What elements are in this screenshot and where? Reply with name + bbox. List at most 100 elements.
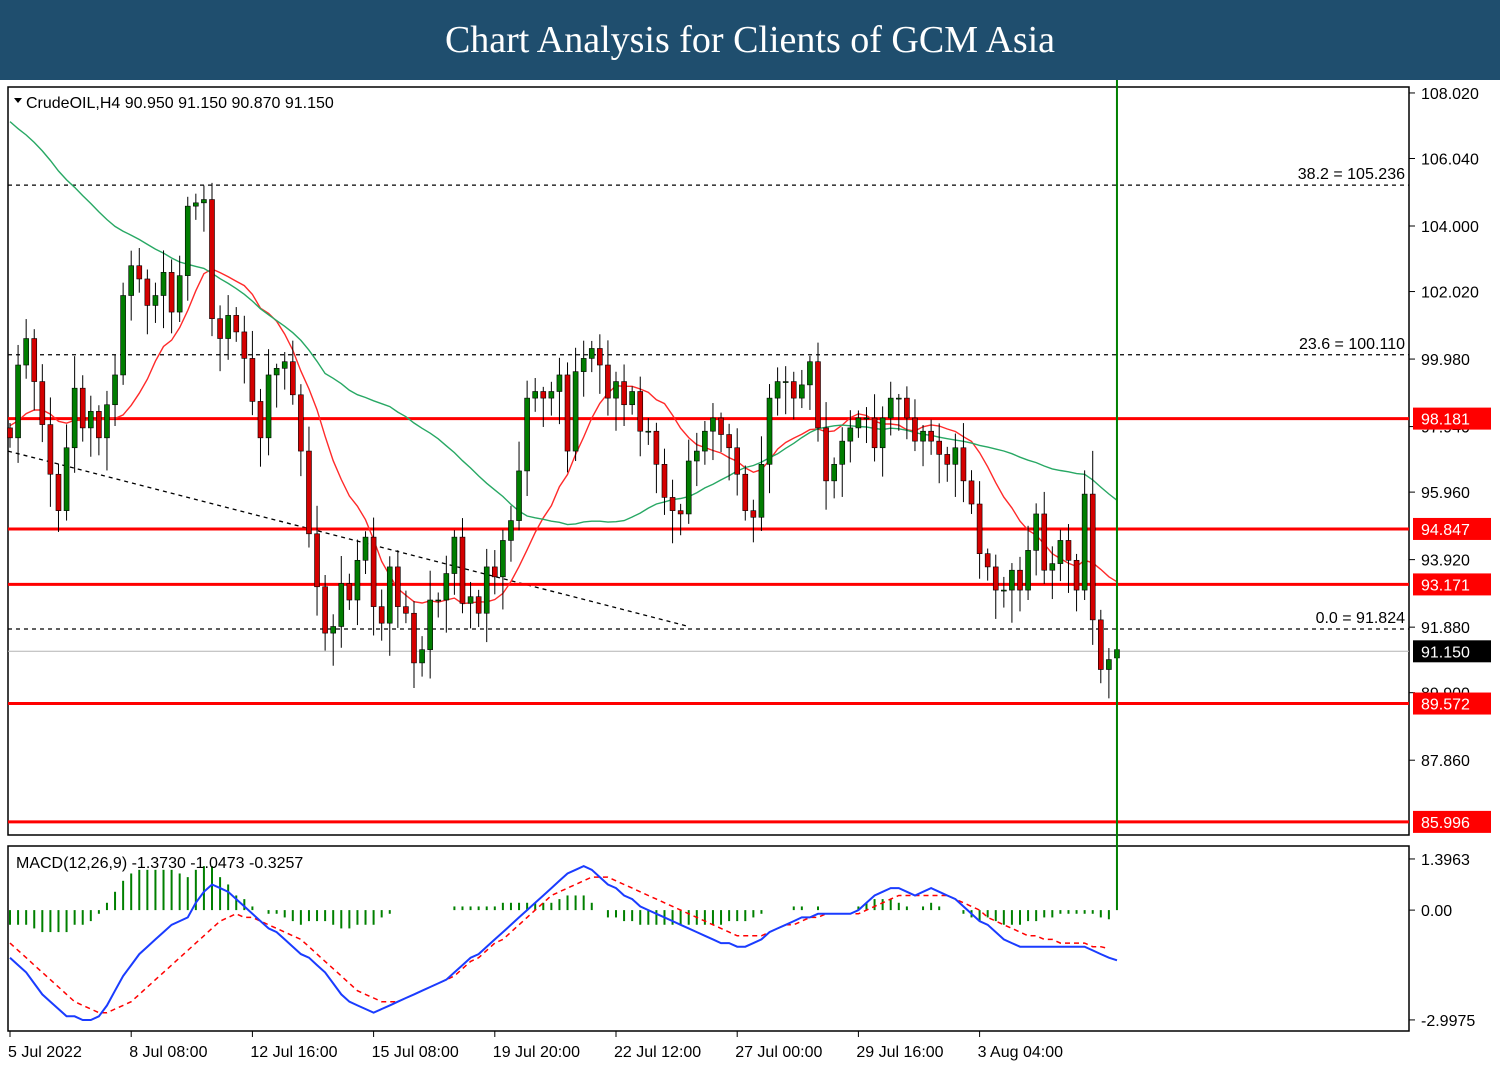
candle-down xyxy=(928,430,934,442)
candle-up xyxy=(201,199,207,204)
candle-up xyxy=(500,540,506,578)
price-axis-label: 104.000 xyxy=(1421,219,1479,236)
macd-panel xyxy=(7,845,1410,1032)
candle-up xyxy=(281,361,288,369)
candle-up xyxy=(629,391,635,406)
candle-down xyxy=(960,447,967,482)
candle-down xyxy=(1017,569,1023,591)
symbol-dropdown-icon[interactable] xyxy=(14,98,22,103)
candle-up xyxy=(710,417,716,432)
candle-down xyxy=(871,417,878,449)
candle-up xyxy=(580,358,587,372)
candle-down xyxy=(306,450,312,535)
candle-down xyxy=(298,394,304,452)
candle-up xyxy=(193,202,199,207)
current-price-label: 91.150 xyxy=(1421,644,1470,661)
candle-down xyxy=(79,387,86,429)
candle-down xyxy=(677,510,684,515)
candle-up xyxy=(572,371,579,452)
candle-up xyxy=(386,566,393,624)
time-axis-label: 3 Aug 04:00 xyxy=(978,1044,1064,1061)
time-axis-label: 19 Jul 20:00 xyxy=(493,1044,580,1061)
level-label: 94.847 xyxy=(1421,522,1470,539)
candle-down xyxy=(936,440,943,455)
candle-down xyxy=(653,430,660,465)
candle-down xyxy=(47,424,54,475)
candle-down xyxy=(96,411,102,439)
time-axis-label: 27 Jul 00:00 xyxy=(735,1044,822,1061)
level-label: 85.996 xyxy=(1421,815,1470,832)
level-label: 89.572 xyxy=(1421,697,1470,714)
price-axis-label: 108.020 xyxy=(1421,86,1479,103)
candle-up xyxy=(63,447,70,511)
price-axis-label: 93.920 xyxy=(1421,553,1470,570)
candle-down xyxy=(742,473,749,511)
candle-up xyxy=(435,599,442,602)
candle-up xyxy=(120,295,126,376)
candle-down xyxy=(475,596,482,614)
candle-up xyxy=(15,364,21,439)
candle-up xyxy=(330,626,337,634)
level-label-box xyxy=(1413,692,1491,715)
candle-down xyxy=(314,533,320,588)
candle-down xyxy=(968,480,975,505)
candle-up xyxy=(831,464,837,482)
candle-up xyxy=(1025,550,1031,591)
candle-up xyxy=(693,450,700,462)
candle-up xyxy=(895,397,902,400)
candle-up xyxy=(225,315,231,339)
candle-down xyxy=(378,606,385,624)
candle-down xyxy=(718,417,724,435)
candle-up xyxy=(807,361,813,386)
candle-down xyxy=(289,361,296,396)
level-label-box xyxy=(1413,517,1491,540)
candle-up xyxy=(443,573,450,601)
candle-down xyxy=(912,417,918,442)
candle-up xyxy=(451,536,458,574)
candle-up xyxy=(887,397,894,419)
level-label: 98.181 xyxy=(1421,412,1470,429)
current-price-box xyxy=(1413,640,1491,663)
candle-up xyxy=(1081,493,1088,591)
candle-up xyxy=(362,536,369,561)
candle-up xyxy=(265,374,272,439)
fibonacci-label: 23.6 = 100.110 xyxy=(1299,336,1405,353)
fibonacci-label: 38.2 = 105.236 xyxy=(1298,166,1405,183)
price-panel xyxy=(7,86,1410,836)
candle-up xyxy=(702,430,708,452)
candle-up xyxy=(588,348,595,359)
level-label-box xyxy=(1413,573,1491,596)
candle-up xyxy=(88,411,94,429)
candle-up xyxy=(1009,569,1015,591)
candle-down xyxy=(1065,540,1072,561)
candle-down xyxy=(249,358,256,402)
candle-down xyxy=(750,510,757,518)
candle-up xyxy=(1001,589,1007,592)
candle-up xyxy=(847,427,854,442)
candle-down xyxy=(1098,619,1104,670)
macd-title: MACD(12,26,9) -1.3730 -1.0473 -0.3257 xyxy=(16,855,303,872)
time-axis-label: 12 Jul 16:00 xyxy=(250,1044,337,1061)
candle-down xyxy=(944,454,951,465)
candle-up xyxy=(774,381,781,399)
candle-up xyxy=(338,583,345,627)
candle-down xyxy=(217,318,223,339)
candle-up xyxy=(799,384,805,399)
price-axis-label: 102.020 xyxy=(1421,285,1479,302)
candle-up xyxy=(184,205,191,276)
candle-down xyxy=(168,272,175,313)
candle-up xyxy=(508,520,514,541)
price-axis-label: 87.860 xyxy=(1421,753,1470,770)
price-axis-label: 106.040 xyxy=(1421,151,1479,168)
moving-average-fast xyxy=(9,268,1118,605)
candle-up xyxy=(645,430,652,433)
candle-up xyxy=(548,391,555,399)
candle-up xyxy=(766,397,773,465)
price-axis-label: 95.960 xyxy=(1421,485,1470,502)
price-levels-layer: 38.2 = 105.236 23.6 = 100.110 0.0 = 91.824 xyxy=(7,166,1409,824)
fibonacci-label: 0.0 = 91.824 xyxy=(1316,610,1406,627)
trendline xyxy=(7,450,689,628)
candle-up xyxy=(112,374,118,406)
candle-up xyxy=(104,404,110,439)
candle-up xyxy=(273,368,280,376)
